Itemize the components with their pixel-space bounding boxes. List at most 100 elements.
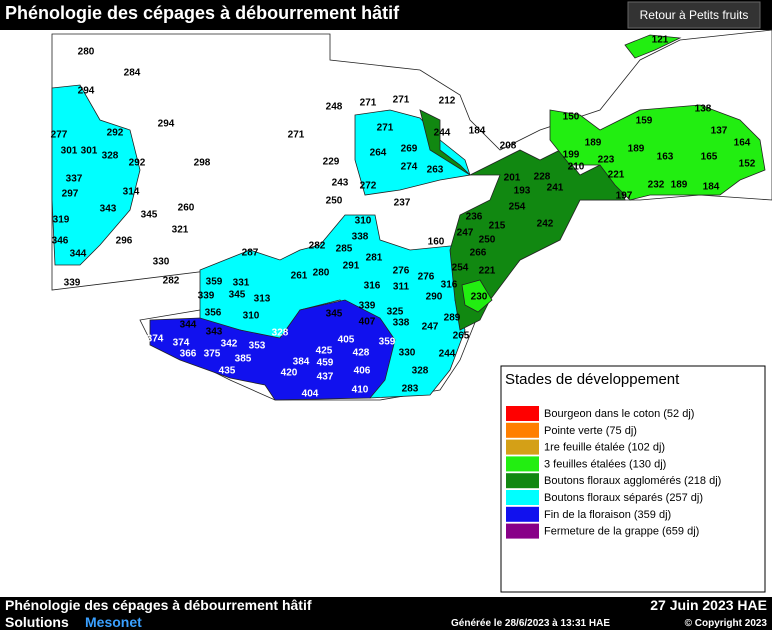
station-value: 223 — [598, 155, 615, 166]
station-value: 310 — [243, 311, 260, 322]
station-value: 138 — [695, 104, 712, 115]
station-value: 311 — [393, 282, 410, 293]
station-value: 291 — [343, 261, 360, 272]
station-value: 189 — [628, 144, 645, 155]
station-value: 283 — [402, 384, 419, 395]
station-value: 353 — [249, 341, 266, 352]
station-value: 330 — [399, 348, 416, 359]
legend-swatch — [506, 422, 539, 438]
legend-swatch — [506, 473, 539, 489]
station-value: 254 — [452, 263, 469, 274]
station-value: 337 — [66, 174, 83, 185]
copyright: © Copyright 2023 — [685, 618, 768, 629]
station-value: 248 — [326, 102, 343, 113]
legend-title: Stades de développement — [505, 371, 680, 388]
station-value: 339 — [198, 291, 215, 302]
station-value: 313 — [254, 294, 271, 305]
station-value: 459 — [317, 358, 334, 369]
station-value: 212 — [439, 96, 456, 107]
station-value: 266 — [470, 248, 487, 259]
station-value: 314 — [123, 187, 140, 198]
station-value: 425 — [316, 346, 333, 357]
station-value: 274 — [401, 162, 418, 173]
station-value: 280 — [78, 47, 95, 58]
station-value: 210 — [568, 162, 585, 173]
station-value: 254 — [509, 202, 526, 213]
station-value: 339 — [359, 301, 376, 312]
station-value: 265 — [453, 331, 470, 342]
station-value: 359 — [379, 337, 396, 348]
legend-label: 1re feuille étalée (102 dj) — [544, 442, 665, 454]
station-value: 272 — [360, 181, 377, 192]
station-value: 261 — [291, 271, 308, 282]
station-value: 285 — [336, 244, 353, 255]
back-button-text[interactable]: Retour à Petits fruits — [640, 8, 749, 22]
station-value: 298 — [194, 158, 211, 169]
station-value: 359 — [206, 277, 223, 288]
station-value: 404 — [302, 389, 319, 400]
station-value: 328 — [102, 151, 119, 162]
station-value: 428 — [353, 348, 370, 359]
station-value: 189 — [585, 138, 602, 149]
station-value: 290 — [426, 292, 443, 303]
station-value: 343 — [100, 204, 117, 215]
station-value: 247 — [422, 322, 439, 333]
station-value: 405 — [338, 335, 355, 346]
generated: Générée le 28/6/2023 à 13:31 HAE — [451, 618, 610, 629]
map-labels: 280 284 294 277 292 294 301 301 328 292 298 337 297 3… — [51, 35, 756, 400]
back-button[interactable] — [627, 1, 761, 29]
station-value: 271 — [393, 95, 410, 106]
station-value: 271 — [360, 98, 377, 109]
station-value: 159 — [636, 116, 653, 127]
station-value: 164 — [734, 138, 751, 149]
station-value: 420 — [281, 368, 298, 379]
legend-label: Bourgeon dans le coton (52 dj) — [544, 408, 694, 420]
legend: Bourgeon dans le coton (52 dj) Pointe ver… — [506, 406, 721, 539]
station-value: 199 — [563, 150, 580, 161]
station-value: 344 — [70, 249, 87, 260]
station-value: 316 — [441, 280, 458, 291]
station-value: 197 — [616, 191, 633, 202]
station-value: 281 — [366, 253, 383, 264]
station-value: 297 — [62, 189, 79, 200]
station-value: 294 — [78, 86, 95, 97]
station-value: 346 — [52, 236, 69, 247]
station-value: 221 — [479, 266, 496, 277]
station-value: 374 — [147, 334, 164, 345]
station-value: 250 — [326, 196, 343, 207]
station-value: 319 — [53, 215, 70, 226]
station-value: 339 — [64, 278, 81, 289]
legend-label: Boutons floraux agglomérés (218 dj) — [544, 475, 721, 487]
station-value: 292 — [129, 158, 146, 169]
station-value: 282 — [309, 241, 326, 252]
legend-label: Fermeture de la grappe (659 dj) — [544, 526, 699, 538]
station-value: 384 — [293, 357, 310, 368]
station-value: 375 — [204, 349, 221, 360]
station-value: 301 — [61, 146, 78, 157]
station-value: 287 — [242, 248, 259, 259]
legend-swatch — [506, 506, 539, 522]
station-value: 263 — [427, 165, 444, 176]
footer-title: Phénologie des cépages à débourrement hâ… — [5, 597, 312, 613]
station-value: 150 — [563, 112, 580, 123]
station-value: 292 — [107, 128, 124, 139]
station-value: 264 — [370, 148, 387, 159]
station-value: 184 — [469, 126, 486, 137]
station-value: 342 — [221, 339, 238, 350]
station-value: 271 — [288, 130, 305, 141]
legend-label: Boutons floraux séparés (257 dj) — [544, 492, 703, 504]
station-value: 241 — [547, 183, 564, 194]
station-value: 160 — [428, 237, 445, 248]
station-value: 244 — [439, 349, 456, 360]
station-value: 406 — [354, 366, 371, 377]
station-value: 316 — [364, 281, 381, 292]
station-value: 215 — [489, 221, 506, 232]
station-value: 289 — [444, 313, 461, 324]
station-value: 236 — [466, 212, 483, 223]
legend-label: Pointe verte (75 dj) — [544, 425, 637, 437]
legend-swatch — [506, 456, 539, 472]
station-value: 345 — [141, 210, 158, 221]
station-value: 242 — [537, 219, 554, 230]
station-value: 276 — [418, 272, 435, 283]
